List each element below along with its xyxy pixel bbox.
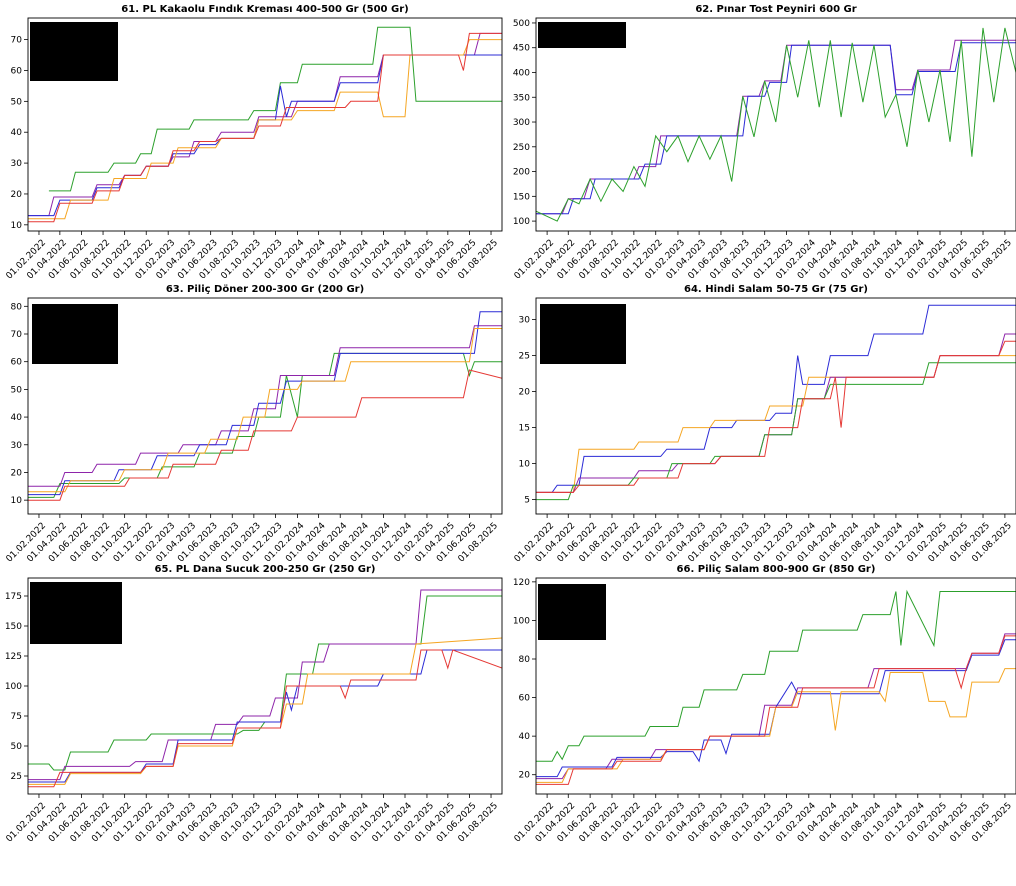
- y-tick-label: 100: [513, 616, 530, 626]
- series-line-blue: [536, 639, 1016, 778]
- chart-svg: 1020304050607001.02.202201.04.202201.06.…: [5, 17, 503, 282]
- y-tick-label: 150: [5, 622, 22, 632]
- series-line-purple: [28, 325, 502, 487]
- plot-frame: [535, 297, 1016, 515]
- series-line-orange: [536, 668, 1016, 783]
- y-tick-label: 30: [11, 441, 23, 451]
- chart-title: 61. PL Kakaolu Fındık Kreması 400-500 Gr…: [121, 4, 409, 15]
- chart-panel-1: 61. PL Kakaolu Fındık Kreması 400-500 Gr…: [0, 0, 504, 291]
- y-tick-label: 70: [11, 36, 23, 46]
- y-tick-label: 60: [11, 358, 23, 368]
- series-line-green: [536, 589, 1016, 762]
- y-tick-label: 350: [513, 93, 530, 103]
- y-tick-label: 10: [519, 460, 531, 470]
- y-tick-label: 60: [11, 66, 23, 76]
- plot-frame: [27, 17, 503, 232]
- chart-title: 63. Piliç Döner 200-300 Gr (200 Gr): [165, 284, 365, 295]
- series-line-red: [28, 369, 502, 501]
- y-tick-label: 40: [519, 732, 531, 742]
- chart-svg: 10015020025030035040045050001.02.202201.…: [513, 17, 1016, 282]
- y-tick-label: 50: [11, 742, 23, 752]
- y-tick-label: 80: [11, 302, 23, 312]
- y-tick-label: 150: [513, 192, 530, 202]
- y-tick-label: 100: [513, 217, 530, 227]
- chart-panel-4: 64. Hindi Salam 50-75 Gr (75 Gr) 5 10 15 20 2…: [508, 284, 1016, 574]
- y-tick-label: 10: [11, 221, 23, 231]
- series-line-blue: [536, 42, 1016, 215]
- series-line-orange: [28, 637, 502, 785]
- y-tick-label: 100: [5, 682, 22, 692]
- chart-svg: 2040608010012001.02.202201.04.202201.06.…: [513, 577, 1016, 845]
- series-line-red: [536, 340, 1016, 493]
- y-tick-label: 400: [513, 68, 530, 78]
- chart-svg: 5101520253001.02.202201.04.202201.06.202…: [513, 297, 1016, 565]
- y-tick-label: 80: [519, 655, 531, 665]
- y-tick-label: 125: [5, 652, 22, 662]
- y-tick-label: 50: [11, 97, 23, 107]
- series-line-green: [536, 27, 1016, 222]
- chart-title: 65. PL Dana Sucuk 200-250 Gr (250 Gr): [154, 564, 376, 575]
- y-tick-label: 10: [11, 496, 23, 506]
- plot-frame: [27, 297, 503, 515]
- series-line-purple: [28, 589, 502, 781]
- series-line-green: [28, 595, 502, 771]
- y-tick-label: 5: [524, 496, 530, 506]
- legend-box: [30, 22, 118, 81]
- legend-box: [538, 22, 626, 48]
- series-line-red: [28, 649, 502, 788]
- series-line-green: [48, 26, 502, 192]
- y-tick-label: 250: [513, 143, 530, 153]
- y-tick-label: 50: [11, 385, 23, 395]
- plot-frame: [27, 577, 503, 795]
- series-line-blue: [28, 311, 502, 496]
- y-tick-label: 20: [11, 190, 23, 200]
- legend-box: [30, 582, 122, 644]
- series-line-green: [536, 362, 1016, 501]
- series-line-blue: [536, 304, 1016, 493]
- y-tick-label: 120: [513, 578, 530, 588]
- y-tick-label: 20: [519, 388, 531, 398]
- chart-panel-6: 66. Piliç Salam 800-900 Gr (850 Gr) 20 40 6…: [508, 564, 1016, 854]
- y-tick-label: 75: [11, 712, 22, 722]
- chart-title: 66. Piliç Salam 800-900 Gr (850 Gr): [676, 564, 876, 575]
- y-tick-label: 300: [513, 118, 530, 128]
- y-tick-label: 60: [519, 694, 531, 704]
- y-tick-label: 25: [11, 772, 22, 782]
- y-tick-label: 20: [11, 468, 23, 478]
- y-tick-label: 200: [513, 168, 530, 178]
- series-line-orange: [28, 39, 502, 220]
- y-tick-label: 40: [11, 413, 23, 423]
- chart-panel-2: 62. Pınar Tost Peyniri 600 Gr 100 150 200 25…: [508, 0, 1016, 291]
- plot-frame: [535, 17, 1016, 232]
- y-tick-label: 30: [519, 316, 531, 326]
- series-line-red: [28, 32, 502, 223]
- chart-panel-3: 63. Piliç Döner 200-300 Gr (200 Gr) 10 20 3…: [0, 284, 504, 574]
- chart-svg: 25507510012515017501.02.202201.04.202201…: [5, 577, 503, 845]
- y-tick-label: 70: [11, 330, 23, 340]
- y-tick-label: 450: [513, 44, 530, 54]
- y-tick-label: 30: [11, 159, 23, 169]
- series-line-orange: [536, 355, 1016, 493]
- y-tick-label: 25: [519, 352, 530, 362]
- chart-title: 64. Hindi Salam 50-75 Gr (75 Gr): [684, 284, 868, 295]
- series-line-orange: [28, 328, 502, 493]
- chart-title: 62. Pınar Tost Peyniri 600 Gr: [695, 4, 857, 15]
- chart-panel-5: 65. PL Dana Sucuk 200-250 Gr (250 Gr) 25 5…: [0, 564, 504, 854]
- series-line-green: [28, 352, 502, 498]
- legend-box: [32, 304, 118, 364]
- chart-svg: 102030405060708001.02.202201.04.202201.0…: [5, 297, 503, 565]
- y-tick-label: 500: [513, 19, 530, 29]
- legend-box: [538, 584, 606, 640]
- series-line-blue: [28, 54, 502, 217]
- legend-box: [540, 304, 626, 364]
- series-line-red: [536, 635, 1016, 785]
- y-tick-label: 40: [11, 128, 23, 138]
- plot-frame: [535, 577, 1016, 795]
- y-tick-label: 20: [519, 771, 531, 781]
- y-tick-label: 175: [5, 592, 22, 602]
- y-tick-label: 15: [519, 424, 530, 434]
